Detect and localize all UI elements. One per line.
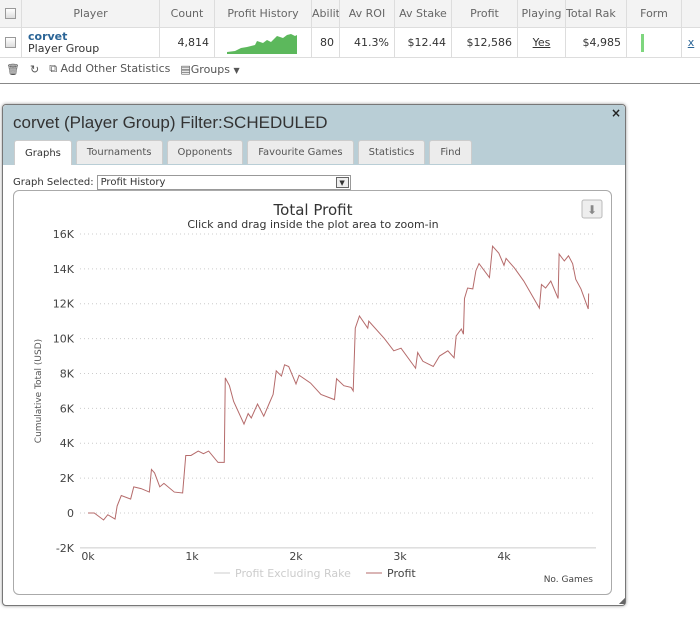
table-row[interactable]: corvet Player Group 4,814 80 41.3% $12.4…: [0, 28, 700, 58]
export-button[interactable]: ⬇: [581, 199, 603, 219]
y-tick-label: 8K: [60, 367, 75, 380]
legend-item-profit-excluding-rake[interactable]: Profit Excluding Rake: [214, 567, 351, 580]
tab-statistics[interactable]: Statistics: [357, 140, 426, 164]
tab-tournaments[interactable]: Tournaments: [75, 140, 163, 164]
select-all-checkbox[interactable]: [0, 0, 22, 27]
count-cell: 4,814: [160, 28, 215, 57]
chart-subtitle: Click and drag inside the plot area to z…: [187, 218, 438, 231]
grid-toolbar: 🗑 ↻ ⧉ Add Other Statistics ▤Groups ▼: [6, 62, 240, 76]
col-total-rake[interactable]: Total Rak: [566, 0, 627, 27]
profit-sparkline: [215, 28, 312, 57]
y-tick-label: 16K: [53, 228, 75, 241]
y-axis-label: Cumulative Total (USD): [34, 339, 44, 443]
chart-title: Total Profit: [273, 201, 353, 219]
total-rake-cell: $4,985: [566, 28, 627, 57]
y-tick-label: 14K: [53, 263, 75, 276]
add-other-statistics-button[interactable]: ⧉ Add Other Statistics: [49, 62, 171, 75]
player-name-link[interactable]: corvet: [28, 29, 68, 43]
col-profit-history[interactable]: Profit History: [215, 0, 312, 27]
graph-select[interactable]: Profit History ▼: [96, 175, 351, 190]
col-profit[interactable]: Profit: [452, 0, 518, 27]
grid-header: Player Count Profit History Ability Av R…: [0, 0, 700, 28]
svg-text:Profit Excluding Rake: Profit Excluding Rake: [235, 567, 351, 580]
graph-selector: Graph Selected: Profit History ▼: [13, 175, 351, 190]
y-tick-label: 2K: [60, 472, 75, 485]
groups-dropdown[interactable]: ▤Groups ▼: [180, 62, 240, 76]
player-grid: Player Count Profit History Ability Av R…: [0, 0, 700, 84]
trash-icon[interactable]: 🗑: [6, 62, 20, 76]
col-player[interactable]: Player: [22, 0, 160, 27]
close-icon[interactable]: ×: [610, 106, 621, 120]
col-ability[interactable]: Ability: [312, 0, 340, 27]
col-count[interactable]: Count: [160, 0, 215, 27]
tab-graphs[interactable]: Graphs: [14, 140, 72, 165]
y-tick-label: 0: [67, 507, 74, 520]
svg-text:Profit: Profit: [387, 567, 416, 580]
row-checkbox[interactable]: [0, 28, 22, 57]
playing-link[interactable]: Yes: [518, 28, 566, 57]
av-stake-cell: $12.44: [395, 28, 452, 57]
tab-favourite-games[interactable]: Favourite Games: [247, 140, 354, 164]
refresh-icon[interactable]: ↻: [29, 62, 40, 76]
chevron-down-icon: ▼: [233, 65, 240, 75]
chart-svg[interactable]: Total Profit Click and drag inside the p…: [14, 191, 613, 596]
y-tick-label: 12K: [53, 298, 75, 311]
dropdown-arrow-icon: ▼: [335, 177, 349, 188]
graph-selected-label: Graph Selected:: [13, 177, 94, 188]
groups-icon: ▤: [180, 62, 191, 76]
resize-handle[interactable]: ◢: [618, 596, 625, 605]
player-type: Player Group: [28, 41, 100, 55]
ability-cell: 80: [312, 28, 340, 57]
x-tick-label: 4k: [497, 550, 511, 563]
download-icon: ⬇: [587, 203, 597, 217]
tab-opponents[interactable]: Opponents: [166, 140, 244, 164]
x-tick-label: 0k: [81, 550, 95, 563]
col-av-stake[interactable]: Av Stake: [395, 0, 452, 27]
series-line-profit: [88, 244, 590, 521]
y-tick-label: 6K: [60, 402, 75, 415]
col-playing[interactable]: Playing: [518, 0, 566, 27]
add-icon: ⧉: [49, 62, 61, 75]
profit-chart[interactable]: Total Profit Click and drag inside the p…: [13, 190, 612, 595]
av-roi-cell: 41.3%: [340, 28, 395, 57]
x-tick-label: 3k: [393, 550, 407, 563]
remove-row-button[interactable]: x: [687, 36, 695, 49]
profit-cell: $12,586: [452, 28, 518, 57]
y-tick-label: -2K: [56, 542, 75, 555]
y-tick-label: 10K: [53, 333, 75, 346]
x-tick-label: 2k: [289, 550, 303, 563]
dialog-title: corvet (Player Group) Filter:SCHEDULED: [13, 113, 328, 132]
form-bar: [627, 28, 682, 57]
col-av-roi[interactable]: Av ROI: [340, 0, 395, 27]
dialog-tabs: Graphs Tournaments Opponents Favourite G…: [14, 140, 472, 165]
col-form[interactable]: Form: [627, 0, 682, 27]
x-axis-label: No. Games: [544, 575, 594, 585]
legend-item-profit[interactable]: Profit: [366, 567, 416, 580]
y-tick-label: 4K: [60, 437, 75, 450]
dialog-titlebar[interactable]: corvet (Player Group) Filter:SCHEDULED ×…: [3, 105, 625, 165]
tab-find[interactable]: Find: [429, 140, 472, 164]
x-tick-label: 1k: [185, 550, 199, 563]
